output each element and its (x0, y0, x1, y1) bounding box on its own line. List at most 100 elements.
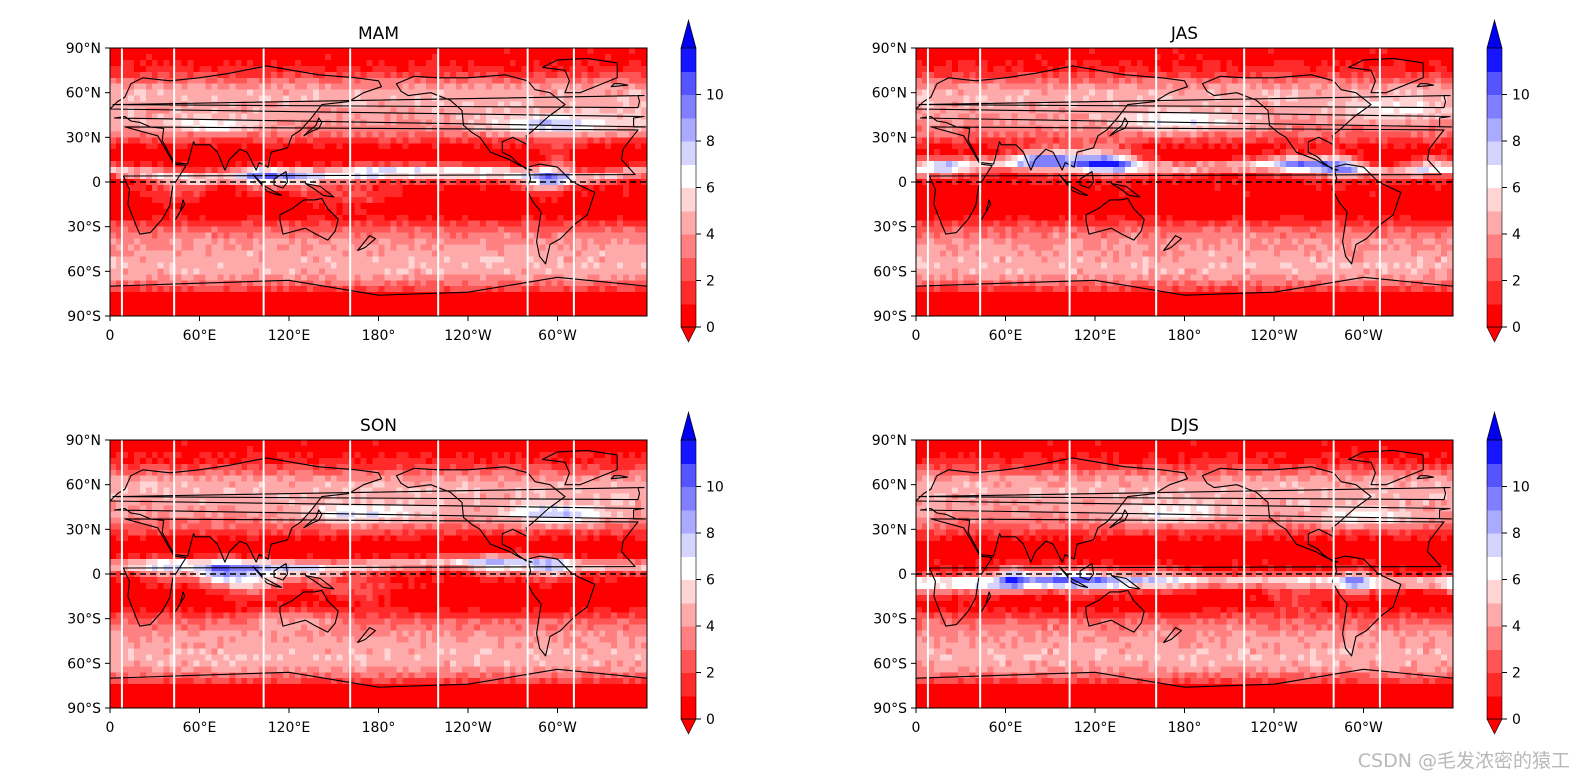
contour-cell (229, 184, 236, 192)
contour-cell (151, 107, 159, 115)
contour-cell (444, 119, 451, 127)
contour-cell (241, 310, 248, 316)
contour-cell (348, 119, 356, 127)
contour-cell (366, 131, 374, 138)
contour-cell (1017, 65, 1024, 73)
contour-cell (617, 286, 624, 293)
contour-cell (1106, 77, 1114, 85)
contour-cell (420, 143, 427, 150)
contour-cell (193, 268, 201, 275)
contour-cell (1303, 89, 1311, 97)
contour-cell (115, 53, 123, 61)
contour-cell (133, 71, 141, 79)
contour-cell (605, 286, 612, 293)
contour-cell (110, 155, 117, 162)
contour-cell (1435, 65, 1442, 73)
contour-cell (139, 202, 147, 210)
contour-cell (1232, 83, 1239, 91)
contour-cell (1411, 71, 1418, 79)
contour-cell (139, 89, 147, 97)
contour-cell (545, 310, 553, 316)
contour-cell (575, 143, 582, 150)
contour-cell (623, 208, 630, 216)
contour-cell (641, 238, 647, 246)
contour-cell (569, 101, 576, 109)
contour-cell (1429, 53, 1436, 61)
contour-cell (408, 149, 415, 156)
contour-cell (187, 250, 195, 258)
contour-cell (145, 208, 153, 216)
contour-cell (223, 48, 230, 55)
contour-cell (444, 101, 451, 109)
contour-cell (1339, 53, 1347, 61)
contour-cell (378, 304, 386, 311)
contour-cell (277, 202, 284, 210)
contour-cell (593, 202, 600, 210)
contour-cell (259, 196, 266, 204)
contour-cell (289, 48, 296, 55)
contour-cell (110, 65, 117, 73)
contour-cell (581, 53, 588, 61)
contour-cell (342, 298, 350, 305)
contour-cell (641, 190, 647, 198)
contour-cell (551, 202, 559, 210)
contour-cell (110, 190, 117, 198)
contour-cell (133, 179, 141, 186)
contour-cell (396, 173, 403, 180)
contour-cell (1095, 95, 1102, 103)
contour-cell (1423, 59, 1430, 67)
contour-cell (1136, 83, 1144, 91)
contour-cell (223, 298, 230, 305)
contour-cell (312, 155, 320, 162)
contour-cell (1363, 95, 1371, 103)
contour-cell (1417, 48, 1424, 55)
contour-cell (987, 89, 995, 97)
contour-cell (187, 48, 195, 55)
contour-cell (354, 208, 362, 216)
contour-cell (426, 83, 433, 91)
contour-cell (115, 286, 123, 293)
contour-cell (1423, 89, 1430, 97)
contour-cell (151, 232, 159, 240)
contour-cell (414, 83, 421, 91)
contour-cell (384, 48, 392, 55)
contour-cell (300, 71, 308, 79)
contour-cell (993, 77, 1001, 85)
contour-cell (981, 95, 989, 103)
contour-cell (432, 286, 439, 293)
contour-cell (211, 232, 218, 240)
contour-cell (408, 77, 415, 85)
contour-cell (253, 298, 260, 305)
contour-cell (575, 298, 582, 305)
contour-cell (163, 208, 171, 216)
contour-cell (420, 190, 427, 198)
contour-cell (396, 101, 403, 109)
contour-cell (593, 304, 600, 311)
contour-cell (1351, 83, 1359, 91)
contour-cell (497, 268, 505, 275)
contour-cell (521, 202, 529, 210)
contour-cell (175, 304, 183, 311)
contour-cell (468, 256, 475, 263)
contour-cell (241, 280, 248, 287)
contour-cell (473, 113, 481, 121)
contour-cell (491, 53, 499, 61)
contour-cell (1154, 59, 1162, 67)
contour-cell (324, 95, 332, 103)
contour-cell (289, 53, 296, 61)
contour-cell (324, 48, 332, 55)
contour-cell (121, 292, 129, 299)
contour-cell (110, 149, 117, 156)
contour-cell (283, 196, 290, 204)
contour-cell (157, 59, 165, 67)
contour-cell (217, 161, 224, 168)
contour-cell (336, 48, 344, 55)
contour-cell (378, 149, 386, 156)
contour-cell (497, 161, 505, 168)
contour-cell (133, 65, 141, 73)
contour-cell (277, 59, 284, 67)
contour-cell (145, 268, 153, 275)
contour-cell (348, 226, 356, 234)
contour-cell (1053, 77, 1060, 85)
contour-cell (438, 292, 445, 299)
